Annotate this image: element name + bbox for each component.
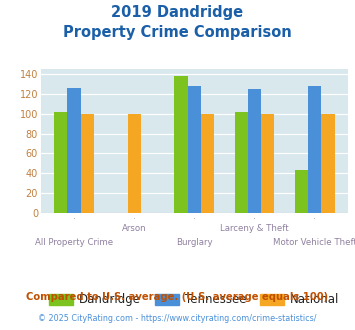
Text: Property Crime Comparison: Property Crime Comparison	[63, 25, 292, 40]
Bar	[308, 86, 321, 213]
Bar	[321, 114, 335, 213]
Text: Arson: Arson	[122, 224, 147, 233]
Bar	[175, 76, 188, 213]
Bar	[248, 89, 261, 213]
Bar	[201, 114, 214, 213]
Bar	[188, 86, 201, 213]
Bar	[54, 112, 67, 213]
Bar	[81, 114, 94, 213]
Legend: Dandridge, Tennessee, National: Dandridge, Tennessee, National	[49, 293, 339, 306]
Text: © 2025 CityRating.com - https://www.cityrating.com/crime-statistics/: © 2025 CityRating.com - https://www.city…	[38, 314, 317, 323]
Bar	[127, 114, 141, 213]
Text: Motor Vehicle Theft: Motor Vehicle Theft	[273, 238, 355, 247]
Text: All Property Crime: All Property Crime	[35, 238, 113, 247]
Bar	[261, 114, 274, 213]
Bar	[67, 88, 81, 213]
Text: Larceny & Theft: Larceny & Theft	[220, 224, 289, 233]
Text: Compared to U.S. average. (U.S. average equals 100): Compared to U.S. average. (U.S. average …	[26, 292, 329, 302]
Bar	[235, 112, 248, 213]
Text: 2019 Dandridge: 2019 Dandridge	[111, 5, 244, 20]
Text: Burglary: Burglary	[176, 238, 213, 247]
Bar	[295, 170, 308, 213]
